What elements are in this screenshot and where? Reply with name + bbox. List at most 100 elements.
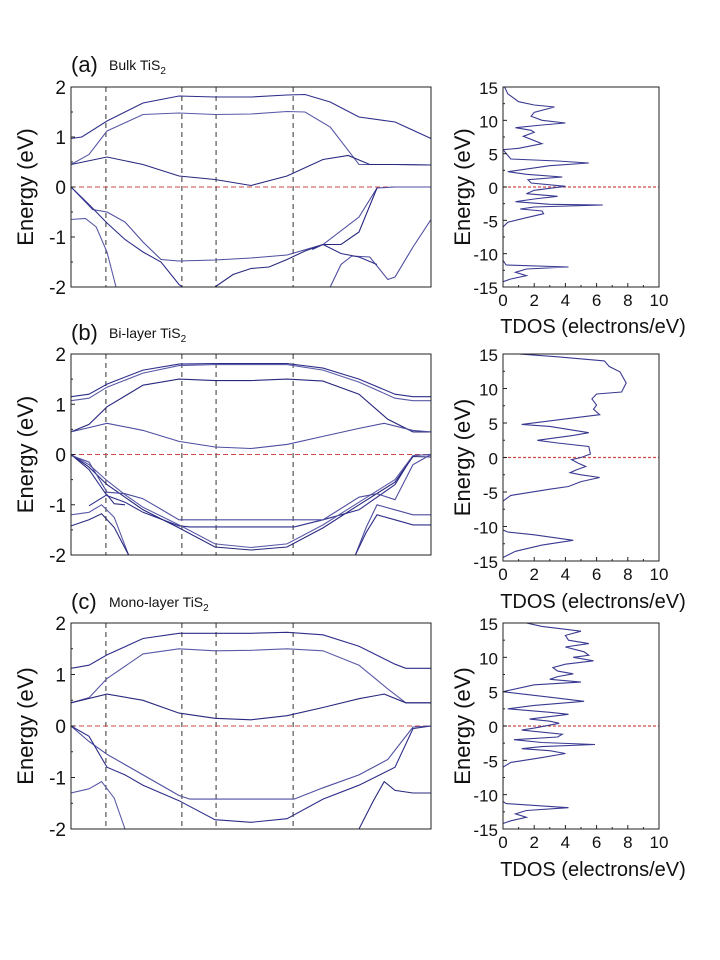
y-tick-label: 5: [489, 146, 498, 165]
band-line-c5: [71, 725, 431, 823]
x-tick-label: 4: [561, 291, 570, 310]
y-axis-label: Energy (eV): [450, 399, 475, 516]
series-group: [503, 623, 596, 825]
y-tick-label: 15: [479, 346, 498, 365]
y-tick-label: 0: [55, 178, 66, 199]
panel-title-subscript: 2: [160, 66, 166, 77]
y-tick-label: 2: [55, 78, 66, 99]
y-tick-label: -5: [483, 484, 498, 503]
x-axis-label: TDOS (electrons/eV): [500, 859, 686, 881]
y-tick-label: 10: [479, 112, 498, 131]
band-line-band3: [71, 154, 431, 187]
y-tick-label: -5: [483, 752, 498, 771]
y-tick-label: 1: [55, 395, 66, 416]
band-line-b8: [71, 454, 431, 521]
y-axis-label: Energy (eV): [13, 128, 38, 245]
x-tick-label: 2: [529, 291, 538, 310]
band-line-c1: [71, 631, 431, 669]
panel-title-text: Mono-layer TiS: [109, 594, 203, 610]
tdos-curve: [503, 623, 596, 825]
band-line-b6: [71, 453, 431, 549]
tdos-curve: [503, 354, 627, 558]
band-line-b12: [354, 504, 431, 555]
x-tick-label: 0: [498, 565, 507, 584]
panel-title: Bi-layer TiS2: [109, 325, 187, 345]
band-line-c7: [358, 780, 431, 829]
y-tick-label: -15: [473, 279, 498, 298]
y-tick-label: 0: [489, 718, 498, 737]
band-line-c3: [71, 693, 431, 721]
series-group: [71, 362, 431, 555]
y-tick-label: 10: [479, 649, 498, 668]
panel-title-text: Bi-layer TiS: [109, 325, 181, 341]
band-line-b2: [71, 364, 431, 402]
panel-label: (b): [71, 320, 98, 345]
y-tick-label: 1: [55, 666, 66, 687]
band-line-b13: [354, 514, 431, 555]
y-tick-label: 1: [55, 128, 66, 149]
y-tick-label: -10: [473, 519, 498, 538]
x-tick-label: 6: [592, 833, 601, 852]
y-tick-label: 0: [55, 446, 66, 467]
y-tick-label: 2: [55, 614, 66, 635]
band-line-band1: [71, 93, 431, 140]
x-tick-label: 8: [623, 833, 632, 852]
y-tick-label: -10: [473, 246, 498, 265]
x-axis-label: TDOS (electrons/eV): [500, 316, 686, 338]
x-tick-label: 4: [561, 833, 570, 852]
x-tick-label: 2: [529, 565, 538, 584]
y-tick-label: 10: [479, 381, 498, 400]
band-line-b10: [71, 504, 130, 555]
y-tick-label: -1: [49, 769, 66, 790]
y-tick-label: -10: [473, 787, 498, 806]
y-tick-label: -15: [473, 553, 498, 572]
band-line-b9: [88, 493, 126, 507]
band-line-c6: [71, 780, 126, 829]
x-tick-label: 0: [498, 833, 507, 852]
x-tick-label: 8: [623, 565, 632, 584]
x-tick-label: 0: [498, 291, 507, 310]
y-tick-label: -15: [473, 821, 498, 840]
band-line-c4: [71, 725, 431, 800]
series-group: [503, 354, 627, 558]
y-tick-label: -5: [483, 212, 498, 231]
x-axis-label: TDOS (electrons/eV): [500, 591, 686, 613]
band-line-band5: [71, 186, 183, 287]
band-line-b7: [71, 454, 431, 551]
x-tick-label: 10: [650, 565, 669, 584]
x-tick-label: 6: [592, 291, 601, 310]
x-tick-label: 6: [592, 565, 601, 584]
band-line-band6: [71, 217, 117, 287]
x-tick-label: 10: [650, 833, 669, 852]
y-tick-label: 2: [55, 345, 66, 366]
series-group: [503, 87, 603, 283]
band-line-band2: [71, 110, 431, 166]
band-line-band7: [214, 187, 378, 287]
tdos-curve: [503, 87, 603, 283]
panel-title: Mono-layer TiS2: [109, 594, 209, 614]
x-tick-label: 2: [529, 833, 538, 852]
y-tick-label: 0: [489, 450, 498, 469]
band-line-b3: [71, 378, 431, 433]
band-line-b1: [71, 362, 431, 398]
y-tick-label: 0: [55, 717, 66, 738]
y-axis-label: Energy (eV): [13, 396, 38, 513]
panel-title-text: Bulk TiS: [109, 57, 160, 73]
y-tick-label: -2: [49, 278, 66, 299]
panel-title-subscript: 2: [181, 334, 187, 345]
y-axis-label: Energy (eV): [450, 128, 475, 245]
y-tick-label: -2: [49, 820, 66, 841]
panel-title-subscript: 2: [203, 603, 209, 614]
band-line-b5: [71, 453, 431, 528]
band-line-band4: [71, 186, 431, 262]
y-tick-label: -1: [49, 228, 66, 249]
y-axis-label: Energy (eV): [450, 667, 475, 784]
band-line-band8: [329, 219, 431, 287]
band-line-band9: [311, 243, 378, 266]
